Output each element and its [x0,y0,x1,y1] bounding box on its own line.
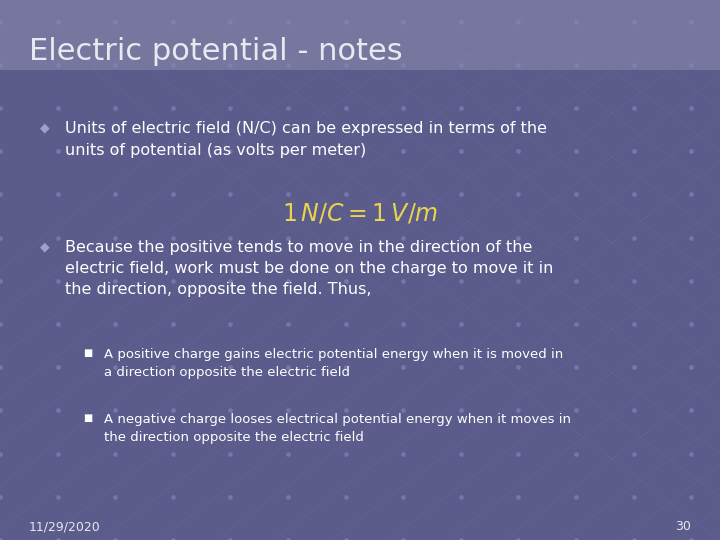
Text: 11/29/2020: 11/29/2020 [29,520,101,533]
Text: ◆: ◆ [40,240,49,253]
Text: Because the positive tends to move in the direction of the
electric field, work : Because the positive tends to move in th… [65,240,553,298]
Text: ■: ■ [83,348,92,359]
Text: ◆: ◆ [40,122,49,134]
Text: Electric potential - notes: Electric potential - notes [29,37,402,66]
Text: ■: ■ [83,413,92,423]
Text: $1\,N/C = 1\,V/m$: $1\,N/C = 1\,V/m$ [282,201,438,225]
Text: A negative charge looses electrical potential energy when it moves in
the direct: A negative charge looses electrical pote… [104,413,572,444]
Text: A positive charge gains electric potential energy when it is moved in
a directio: A positive charge gains electric potenti… [104,348,564,379]
Bar [0,0,720,70]
Text: Units of electric field (N/C) can be expressed in terms of the
units of potentia: Units of electric field (N/C) can be exp… [65,122,546,158]
Text: 30: 30 [675,520,691,533]
